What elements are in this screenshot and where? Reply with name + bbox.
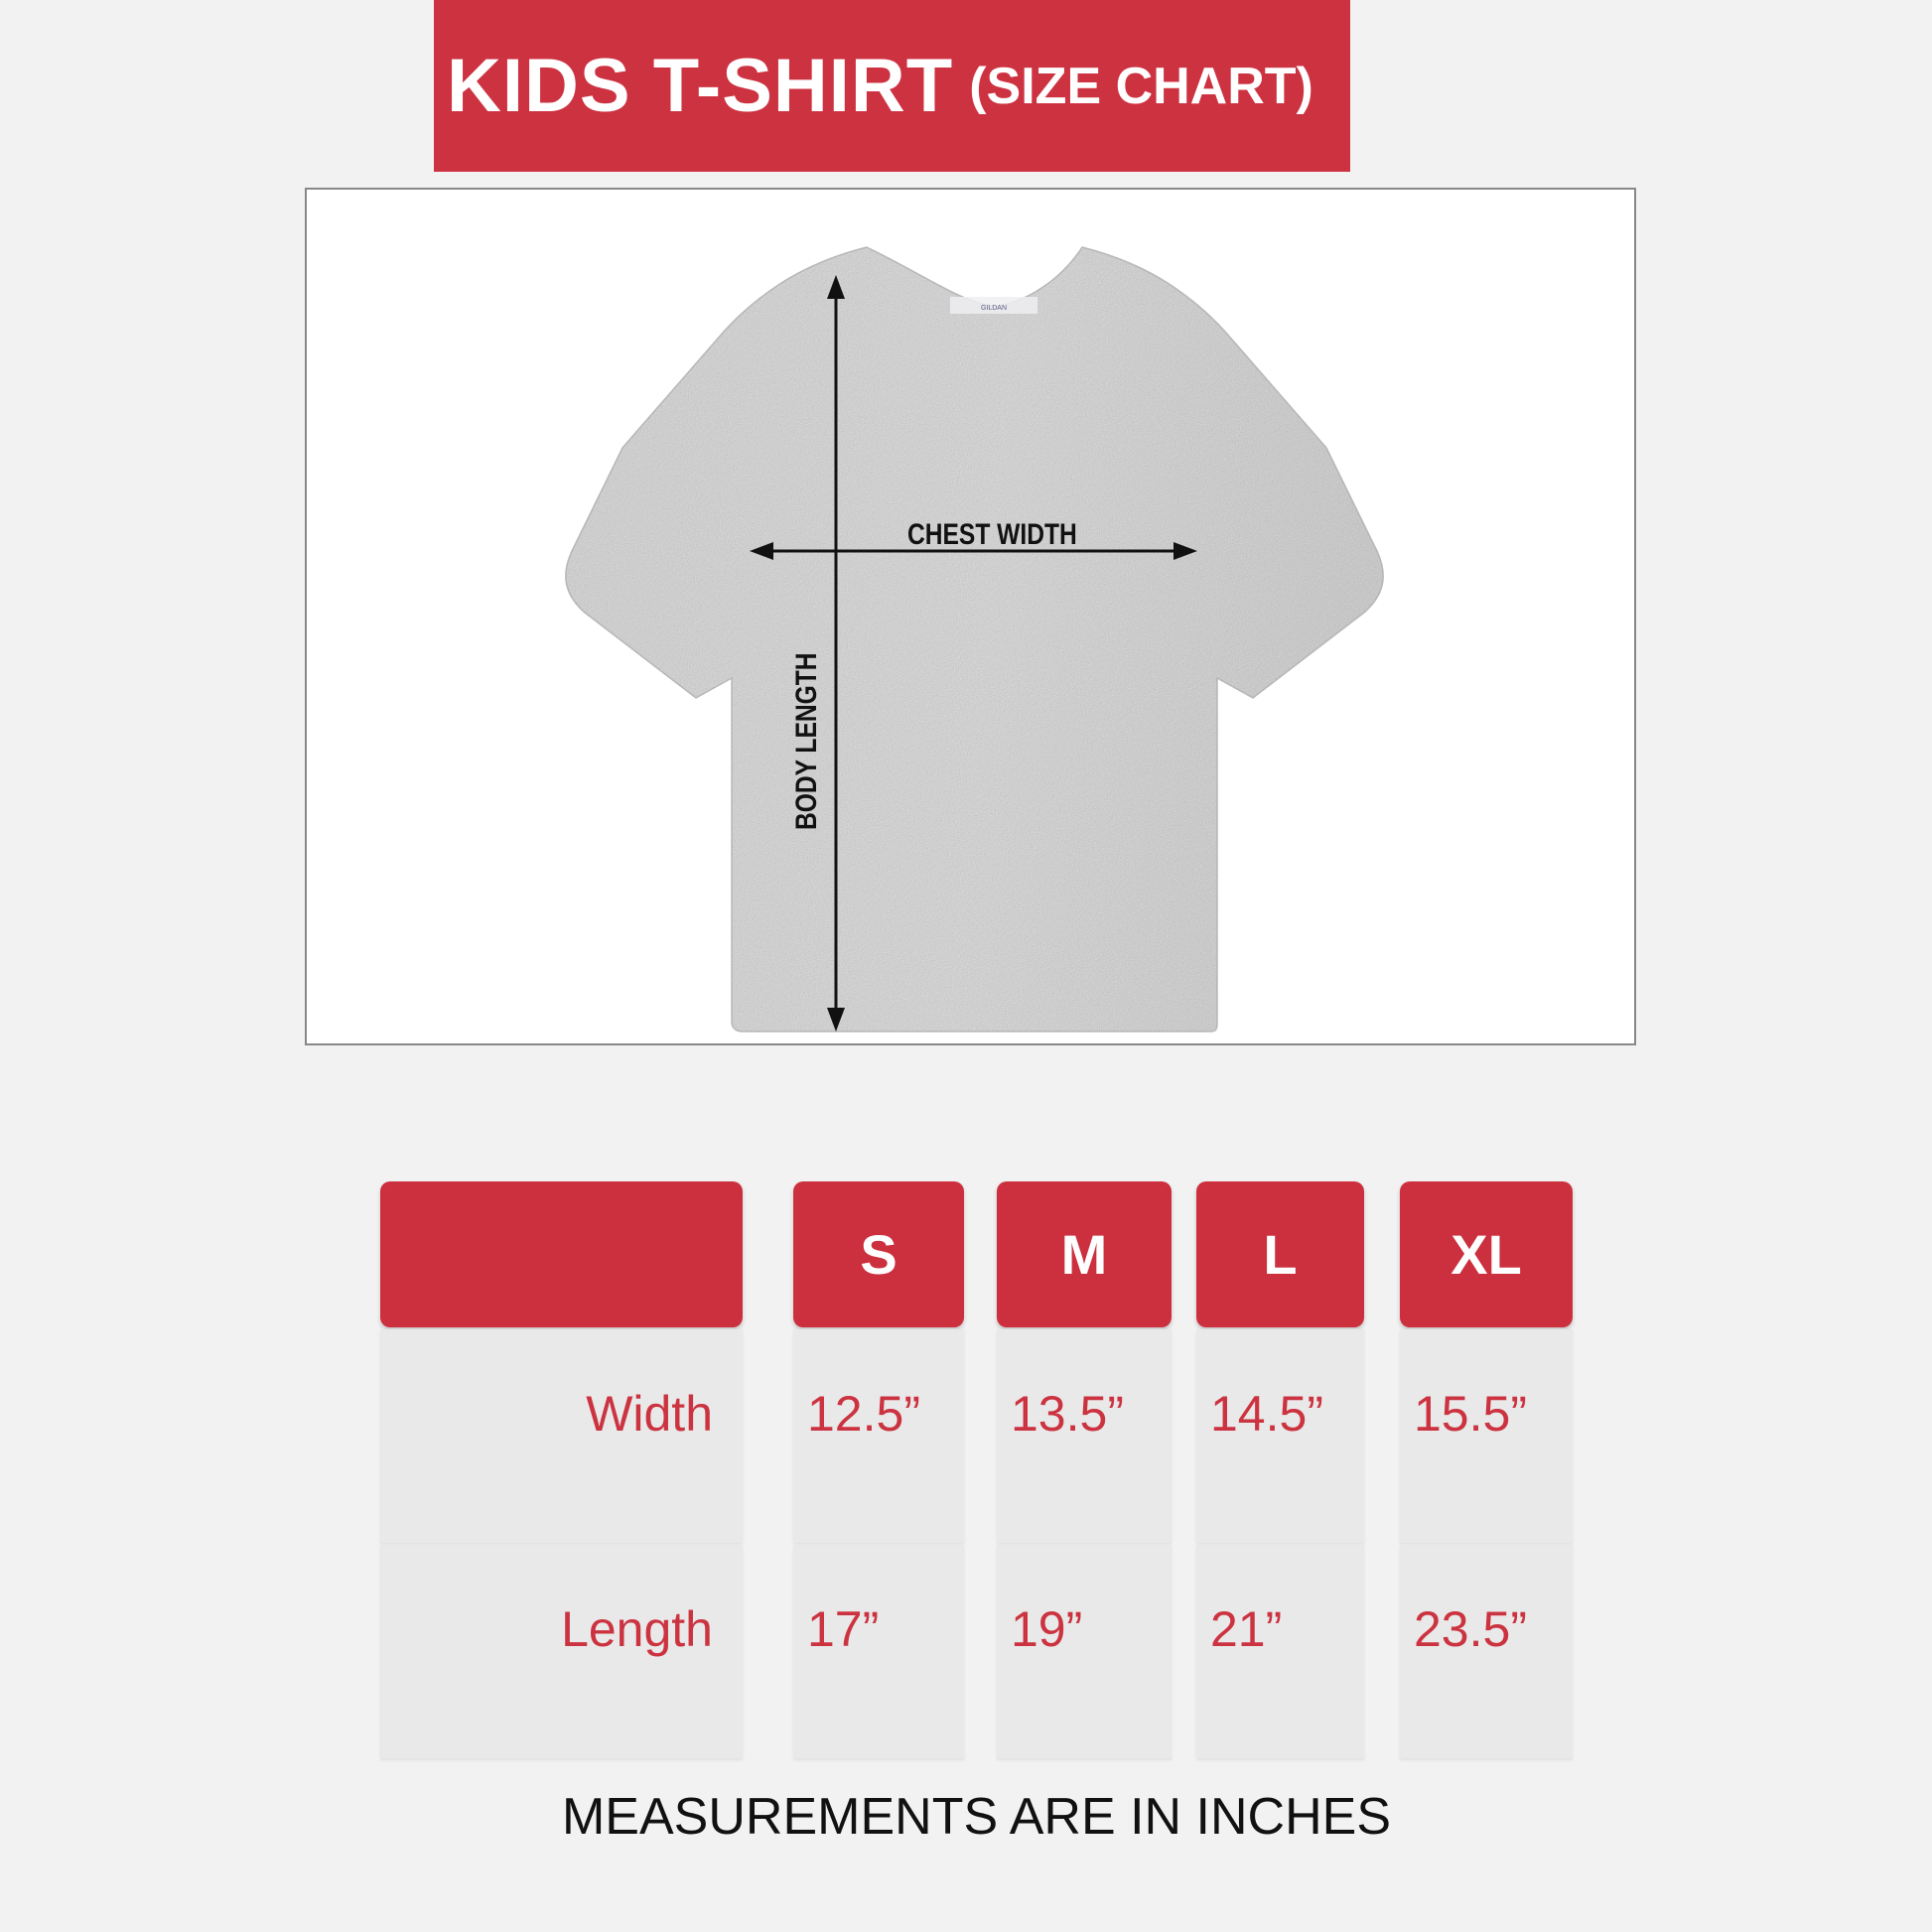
svg-text:GILDAN: GILDAN bbox=[981, 305, 1007, 312]
svg-text:BODY LENGTH: BODY LENGTH bbox=[789, 652, 823, 830]
svg-text:CHEST WIDTH: CHEST WIDTH bbox=[907, 517, 1077, 551]
